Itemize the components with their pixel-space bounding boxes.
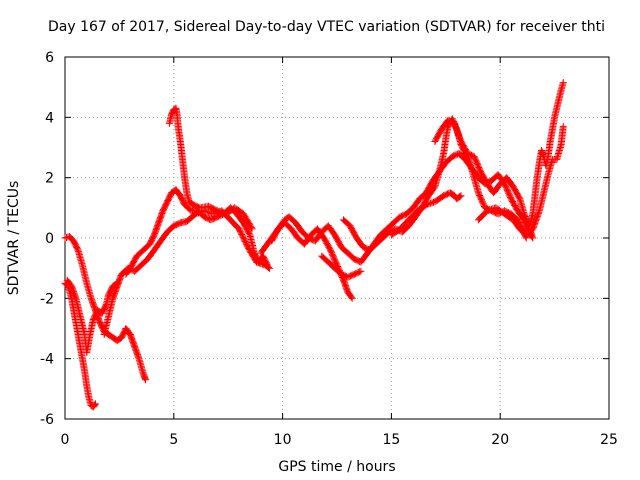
x-axis-label: GPS time / hours: [278, 459, 395, 475]
series-markers: [63, 276, 121, 357]
series-markers: [165, 104, 256, 233]
y-tick-label: 4: [45, 110, 54, 126]
y-tick-label: -4: [40, 352, 54, 368]
series-markers: [525, 79, 567, 233]
series-trace-b: [61, 279, 99, 411]
y-tick-label: 0: [45, 231, 54, 247]
series-markers: [61, 279, 99, 411]
y-tick-label: -6: [40, 412, 54, 428]
series-trace-m: [474, 122, 567, 239]
series-trace-l: [431, 116, 536, 239]
x-tick-label: 10: [274, 432, 292, 448]
series-trace-d: [100, 207, 273, 338]
series-markers: [387, 189, 465, 239]
series-markers: [474, 122, 567, 239]
series-trace-f: [165, 104, 256, 233]
series-markers: [268, 219, 356, 302]
y-tick-label: -2: [40, 291, 54, 307]
x-tick-label: 0: [61, 432, 70, 448]
series-markers: [257, 150, 537, 266]
series-trace-g: [257, 150, 537, 266]
y-tick-label: 2: [45, 171, 54, 187]
series-markers: [100, 207, 273, 338]
x-tick-label: 20: [491, 432, 509, 448]
series-markers: [318, 252, 365, 281]
series-trace-k: [387, 189, 465, 239]
chart-title: Day 167 of 2017, Sidereal Day-to-day VTE…: [48, 19, 605, 35]
ticks-layer: 0 5 10 15 20 25 -6 -4 -2 0 2 4 6: [40, 50, 618, 448]
x-tick-label: 15: [382, 432, 400, 448]
series-trace-c: [63, 276, 121, 357]
data-layer: [61, 79, 567, 411]
series-trace-h: [268, 219, 356, 302]
y-axis-label: SDTVAR / TECUs: [6, 181, 22, 296]
series-trace-n: [525, 79, 567, 233]
y-tick-label: 6: [45, 50, 54, 66]
x-tick-label: 25: [600, 432, 618, 448]
series-markers: [431, 116, 536, 239]
series-trace-i: [318, 252, 365, 281]
x-tick-label: 5: [169, 432, 178, 448]
